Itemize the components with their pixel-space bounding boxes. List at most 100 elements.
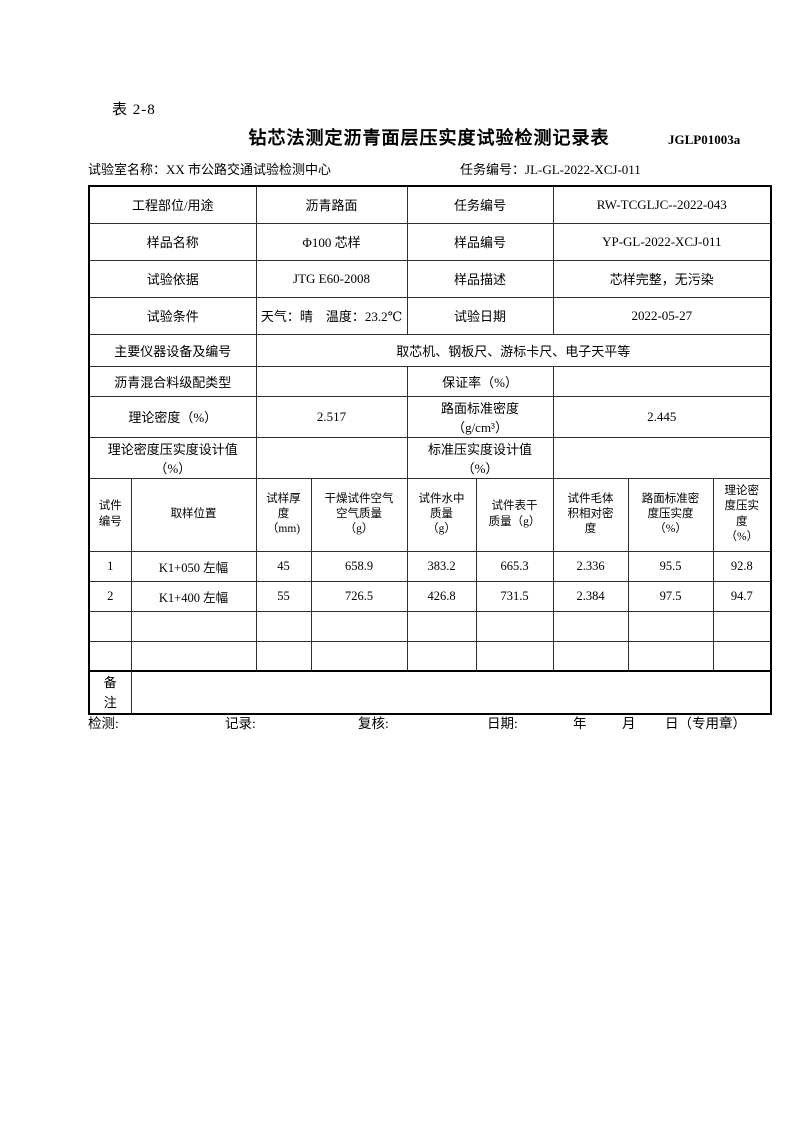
column-header: 试样厚 度 （mm): [255, 477, 312, 552]
lab-name-line: 试验室名称：XX 市公路交通试验检测中心: [88, 159, 331, 178]
column-header: 理论密 度压实 度 （%）: [712, 477, 772, 552]
result-cell: 383.2: [406, 550, 477, 582]
result-cell: [475, 640, 554, 672]
result-cell: 2: [88, 580, 132, 612]
recorder-label: 记录:: [225, 716, 256, 731]
info-label: 试验日期: [406, 296, 554, 335]
info-value: Φ100 芯样: [255, 222, 408, 261]
result-cell: 45: [255, 550, 312, 582]
info-row-density: 理论密度（%） 2.517 路面标准密度 （g/cm³） 2.445: [88, 395, 772, 438]
result-row-empty-2: [88, 640, 772, 672]
info-label: 工程部位/用途: [88, 185, 257, 224]
result-cell: [552, 610, 629, 642]
info-label: 沥青混合料级配类型: [88, 365, 257, 397]
result-cell: 665.3: [475, 550, 554, 582]
info-value: 沥青路面: [255, 185, 408, 224]
info-value: [552, 436, 772, 479]
result-cell: [88, 640, 132, 672]
info-value: 2022-05-27: [552, 296, 772, 335]
info-row-design-values: 理论密度压实度设计值 （%） 标准压实度设计值 （%）: [88, 436, 772, 479]
result-cell: [255, 610, 312, 642]
task-number-value: JL-GL-2022-XCJ-011: [525, 162, 641, 177]
result-cell: [475, 610, 554, 642]
result-cell: [310, 610, 408, 642]
result-row-empty-1: [88, 610, 772, 642]
result-cell: [255, 640, 312, 672]
results-header-row: 试件 编号 取样位置 试样厚 度 （mm) 干燥试件空气 空气质量 （g） 试件…: [88, 477, 772, 552]
result-cell: [130, 610, 257, 642]
info-label: 保证率（%）: [406, 365, 554, 397]
result-cell: K1+050 左幅: [130, 550, 257, 582]
result-cell: 2.336: [552, 550, 629, 582]
column-header: 干燥试件空气 空气质量 （g）: [310, 477, 408, 552]
result-cell: 94.7: [712, 580, 772, 612]
info-row-test-basis: 试验依据 JTG E60-2008 样品描述 芯样完整，无污染: [88, 259, 772, 298]
result-cell: [627, 610, 714, 642]
info-value: RW-TCGLJC--2022-043: [552, 185, 772, 224]
result-row-2: 2 K1+400 左幅 55 726.5 426.8 731.5 2.384 9…: [88, 580, 772, 612]
column-header: 试件毛体 积相对密 度: [552, 477, 629, 552]
result-cell: 658.9: [310, 550, 408, 582]
form-number: 表 2-8: [112, 102, 156, 118]
result-cell: 426.8: [406, 580, 477, 612]
info-row-sample-name: 样品名称 Φ100 芯样 样品编号 YP-GL-2022-XCJ-011: [88, 222, 772, 261]
reviewer-label: 复核:: [358, 716, 389, 731]
info-value: 取芯机、钢板尺、游标卡尺、电子天平等: [255, 333, 772, 367]
result-cell: 97.5: [627, 580, 714, 612]
info-label: 标准压实度设计值 （%）: [406, 436, 554, 479]
info-value: YP-GL-2022-XCJ-011: [552, 222, 772, 261]
info-row-project: 工程部位/用途 沥青路面 任务编号 RW-TCGLJC--2022-043: [88, 185, 772, 224]
subheader: 试验室名称：XX 市公路交通试验检测中心 任务编号：JL-GL-2022-XCJ…: [88, 159, 770, 179]
column-header: 试件表干 质量（g）: [475, 477, 554, 552]
lab-name-value: XX 市公路交通试验检测中心: [166, 162, 332, 177]
result-row-1: 1 K1+050 左幅 45 658.9 383.2 665.3 2.336 9…: [88, 550, 772, 582]
year-label: 年: [573, 716, 587, 731]
info-row-equipment: 主要仪器设备及编号 取芯机、钢板尺、游标卡尺、电子天平等: [88, 333, 772, 367]
info-value: 芯样完整，无污染: [552, 259, 772, 298]
date-label: 日期:: [487, 716, 518, 731]
result-cell: 2.384: [552, 580, 629, 612]
result-cell: [88, 610, 132, 642]
result-cell: [406, 610, 477, 642]
record-table: 工程部位/用途 沥青路面 任务编号 RW-TCGLJC--2022-043 样品…: [88, 185, 773, 715]
result-cell: 1: [88, 550, 132, 582]
remark-label: 备 注: [88, 670, 132, 715]
day-seal-label: 日（专用章）: [665, 716, 746, 731]
column-header: 试件 编号: [88, 477, 132, 552]
remark-value: [130, 670, 772, 715]
info-value: 2.445: [552, 395, 772, 438]
result-cell: [130, 640, 257, 672]
result-cell: 726.5: [310, 580, 408, 612]
result-cell: [310, 640, 408, 672]
info-label: 样品编号: [406, 222, 554, 261]
info-label: 理论密度（%）: [88, 395, 257, 438]
lab-name-label: 试验室名称：: [88, 162, 167, 177]
doc-code: JGLP01003a: [668, 132, 741, 147]
info-label: 任务编号: [406, 185, 554, 224]
inspector-label: 检测:: [88, 716, 119, 731]
info-label: 主要仪器设备及编号: [88, 333, 257, 367]
task-number-label: 任务编号：: [460, 162, 526, 177]
month-label: 月: [622, 716, 636, 731]
info-value: [552, 365, 772, 397]
result-cell: K1+400 左幅: [130, 580, 257, 612]
info-value: [255, 436, 408, 479]
info-label: 样品描述: [406, 259, 554, 298]
result-cell: 731.5: [475, 580, 554, 612]
remark-row: 备 注: [88, 670, 772, 715]
result-cell: [406, 640, 477, 672]
info-label: 路面标准密度 （g/cm³）: [406, 395, 554, 438]
info-row-gradation: 沥青混合料级配类型 保证率（%）: [88, 365, 772, 397]
info-value: JTG E60-2008: [255, 259, 408, 298]
info-value: 2.517: [255, 395, 408, 438]
info-row-conditions: 试验条件 天气：晴 温度：23.2℃ 试验日期 2022-05-27: [88, 296, 772, 335]
result-cell: 55: [255, 580, 312, 612]
info-label: 试验依据: [88, 259, 257, 298]
info-label: 样品名称: [88, 222, 257, 261]
result-cell: [712, 610, 772, 642]
task-number-line: 任务编号：JL-GL-2022-XCJ-011: [460, 159, 641, 178]
result-cell: 92.8: [712, 550, 772, 582]
signature-footer: 检测: 记录: 复核: 日期: 年 月 日（专用章）: [88, 712, 788, 732]
column-header: 试件水中 质量 （g）: [406, 477, 477, 552]
